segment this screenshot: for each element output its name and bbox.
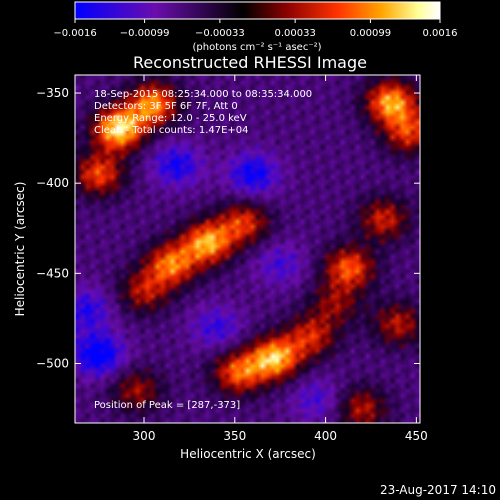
colorbar-tick-labels: −0.0016 −0.00099 −0.00033 0.00033 0.00099 0.0… bbox=[53, 28, 457, 39]
y-axis-ticks: −350 −400 −450 −500 bbox=[36, 86, 420, 370]
colorbar bbox=[74, 1, 441, 20]
plot-area bbox=[75, 75, 420, 423]
colorbar-tick-label: 0.0016 bbox=[423, 28, 458, 39]
colorbar-tick-label: −0.0016 bbox=[53, 28, 96, 39]
y-tick-label: −400 bbox=[36, 176, 69, 190]
annotation-counts: Clean - Total counts: 1.47E+04 bbox=[94, 125, 249, 136]
colorbar-ticks bbox=[74, 19, 441, 23]
y-tick-label: −350 bbox=[36, 86, 69, 100]
x-tick-label: 350 bbox=[223, 429, 246, 443]
y-tick-label: −450 bbox=[36, 266, 69, 280]
x-axis-ticks: 300 350 400 450 bbox=[133, 75, 428, 443]
annotation-block: 18-Sep-2015 08:25:34.000 to 08:35:34.000… bbox=[94, 89, 312, 411]
annotation-time-range: 18-Sep-2015 08:25:34.000 to 08:35:34.000 bbox=[94, 89, 312, 100]
x-tick-label: 400 bbox=[314, 429, 337, 443]
annotation-peak: Position of Peak = [287,-373] bbox=[94, 400, 240, 411]
x-axis-label: Heliocentric X (arcsec) bbox=[180, 447, 316, 461]
annotation-energy: Energy Range: 12.0 - 25.0 keV bbox=[94, 113, 247, 124]
y-axis-label: Heliocentric Y (arcsec) bbox=[13, 182, 27, 317]
footer-date: 23-Aug-2017 14:10 bbox=[380, 483, 496, 497]
heatmap-image bbox=[75, 75, 420, 423]
colorbar-units: (photons cm⁻² s⁻¹ asec⁻²) bbox=[192, 42, 321, 53]
x-tick-label: 300 bbox=[133, 429, 156, 443]
chart-title: Reconstructed RHESSI Image bbox=[133, 53, 367, 72]
y-tick-label: −500 bbox=[36, 356, 69, 370]
colorbar-tick-label: 0.00033 bbox=[274, 28, 315, 39]
colorbar-tick-label: −0.00099 bbox=[120, 28, 170, 39]
colorbar-tick-label: 0.00099 bbox=[350, 28, 391, 39]
colorbar-tick-label: −0.00033 bbox=[195, 28, 245, 39]
plot-frame bbox=[74, 74, 421, 424]
x-tick-label: 450 bbox=[405, 429, 428, 443]
annotation-detectors: Detectors: 3F 5F 6F 7F, Att 0 bbox=[94, 101, 238, 112]
